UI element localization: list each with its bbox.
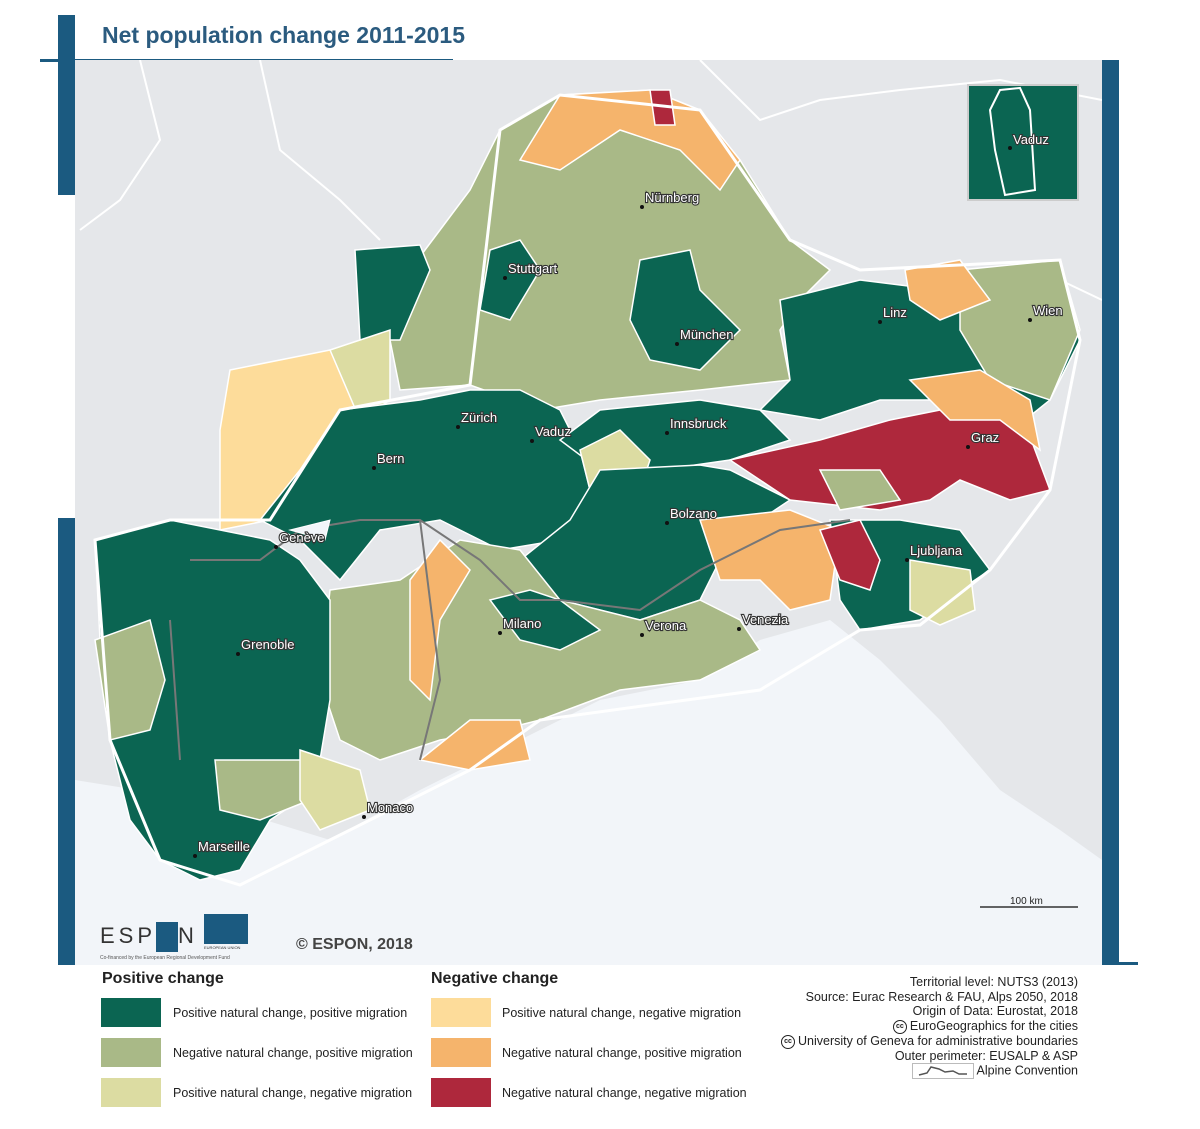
city-label: Monaco	[367, 800, 413, 815]
region-switzerland	[258, 389, 591, 582]
city-marker	[1028, 318, 1032, 322]
city-marker	[665, 521, 669, 525]
city-marker	[236, 652, 240, 656]
city-label: Ljubljana	[910, 543, 963, 558]
city-marker	[530, 439, 534, 443]
alpine-convention-perimeter	[169, 519, 851, 761]
legend-swatch	[101, 1078, 161, 1107]
legend-swatch	[431, 1078, 491, 1107]
region-germany-north	[518, 89, 741, 192]
city-marker	[498, 631, 502, 635]
region-munich	[629, 249, 742, 371]
city-marker	[193, 854, 197, 858]
legend-label: Positive natural change, negative migrat…	[502, 1006, 742, 1020]
legend-negative-title: Negative change	[431, 970, 559, 987]
legend-positive-title: Positive change	[102, 970, 224, 987]
city-marker	[737, 627, 741, 631]
city-label: Grenoble	[241, 637, 294, 652]
region-stuttgart	[479, 239, 541, 321]
region-austria-ne	[904, 259, 992, 321]
region-styria-orange	[908, 369, 1042, 452]
map: Vaduz Nürnberg Stuttgart München Linz Wien Zü…	[75, 60, 1102, 965]
region-lombardy	[488, 589, 602, 651]
city-label: Innsbruck	[670, 416, 727, 431]
region-piemonte-orange	[409, 538, 471, 702]
region-alpes-maritimes	[299, 748, 371, 831]
city-label: Verona	[645, 618, 687, 633]
region-slovenia-red	[818, 519, 881, 591]
city-marker	[456, 425, 460, 429]
legend-swatch	[101, 1038, 161, 1067]
adriatic-sea	[700, 620, 1102, 965]
regions	[94, 89, 1081, 881]
city-label: Marseille	[198, 839, 250, 854]
city-marker	[503, 276, 507, 280]
alpine-convention-line-icon	[911, 1063, 974, 1080]
espon-wordmark: ESP N	[100, 922, 200, 952]
outer-perimeter	[93, 93, 1082, 887]
copyright: © ESPON, 2018	[296, 936, 413, 953]
region-slovenia-light	[909, 559, 976, 626]
region-bolzano	[518, 464, 792, 621]
region-drome	[214, 759, 311, 821]
inset-border	[988, 86, 1037, 197]
city-label: Bern	[377, 451, 404, 466]
city-marker	[905, 558, 909, 562]
city-marker	[372, 466, 376, 470]
credits: Territorial level: NUTS3 (2013) Source: …	[781, 975, 1078, 1080]
legend-swatch	[431, 998, 491, 1027]
city-label: Graz	[971, 430, 999, 445]
legend-swatch	[101, 998, 161, 1027]
city-marker	[966, 445, 970, 449]
region-alsace	[354, 244, 431, 341]
city-label: Vaduz	[535, 424, 571, 439]
legend-label: Negative natural change, negative migrat…	[502, 1086, 747, 1100]
region-styria	[818, 469, 902, 511]
region-veneto-orange	[698, 509, 841, 611]
city-label: Wien	[1033, 303, 1063, 318]
city-marker	[274, 545, 278, 549]
legend-label: Negative natural change, positive migrat…	[502, 1046, 742, 1060]
city-label: München	[680, 327, 733, 342]
legend-label: Positive natural change, negative migrat…	[173, 1086, 413, 1100]
inset-map: Vaduz	[967, 84, 1079, 201]
city-label: Milano	[503, 616, 541, 631]
city-label: Zürich	[461, 410, 497, 425]
creative-commons-icon: cc	[781, 1034, 795, 1049]
city-label: Bolzano	[670, 506, 717, 521]
country-borders	[79, 60, 1102, 301]
lake-geneva	[288, 519, 331, 541]
city-marker	[362, 815, 366, 819]
city-marker	[640, 633, 644, 637]
city-marker	[640, 205, 644, 209]
scale-bar-label: 100 km	[1010, 896, 1043, 907]
creative-commons-icon: cc	[892, 1019, 907, 1034]
city-marker	[665, 431, 669, 435]
city-label: Nürnberg	[645, 190, 699, 205]
city-labels: Nürnberg Stuttgart München Linz Wien Zürich Va…	[193, 189, 1064, 858]
city-label: Linz	[883, 305, 907, 320]
legend-swatch	[431, 1038, 491, 1067]
region-liguria-orange	[418, 719, 531, 771]
frame-bar-right	[1102, 60, 1119, 965]
city-label: Genève	[279, 530, 325, 545]
inset-frame	[967, 84, 1079, 201]
city-label: Stuttgart	[508, 261, 558, 276]
region-red-north	[649, 89, 676, 126]
city-marker	[878, 320, 882, 324]
city-marker	[675, 342, 679, 346]
frame-bar-left-bottom	[58, 518, 75, 965]
legend-label: Positive natural change, positive migrat…	[173, 1006, 408, 1020]
frame-bar-left-top	[58, 15, 75, 195]
eu-flag-icon	[204, 914, 248, 944]
inset-label: Vaduz	[1013, 132, 1049, 147]
page-title: Net population change 2011-2015	[102, 22, 466, 48]
legend-label: Negative natural change, positive migrat…	[173, 1046, 413, 1060]
city-label: Venezia	[742, 612, 789, 627]
